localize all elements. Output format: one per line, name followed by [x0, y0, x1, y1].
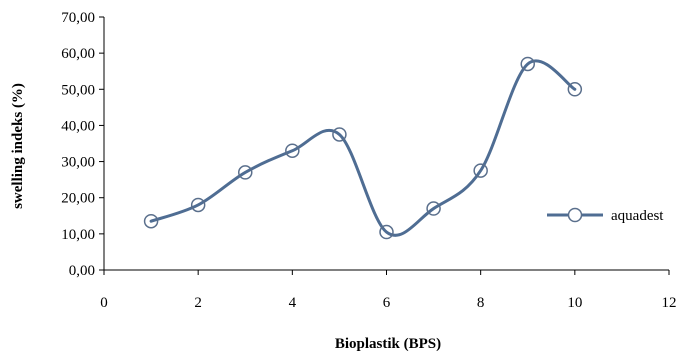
y-tick-label: 0,00 [69, 263, 95, 279]
data-point [332, 127, 347, 142]
data-point [238, 165, 253, 180]
series-line-0 [149, 59, 577, 237]
x-tick-label: 10 [567, 295, 582, 311]
data-point [520, 56, 535, 72]
x-tick-label: 12 [662, 295, 677, 311]
data-point [426, 201, 441, 216]
legend: aquadest [547, 207, 664, 224]
y-tick-label: 20,00 [61, 191, 95, 207]
data-point [285, 143, 300, 158]
y-tick-label: 60,00 [61, 46, 95, 62]
data-point [379, 224, 394, 240]
data-point [190, 197, 206, 213]
x-ticks: 0 2 4 6 8 10 12 [100, 270, 677, 311]
y-tick-label: 50,00 [61, 82, 95, 98]
y-axis-title: swelling indeks (%) [10, 83, 26, 209]
y-tick-label: 10,00 [61, 227, 95, 243]
x-tick-label: 0 [100, 295, 108, 311]
y-tick-label: 70,00 [61, 10, 95, 26]
x-tick-label: 8 [477, 295, 485, 311]
y-tick-label: 30,00 [61, 155, 95, 171]
y-ticks: 0,00 10,00 20,00 30,00 40,00 50,00 60,00 70,00 [61, 10, 104, 279]
x-axis-title: Bioplastik (BPS) [335, 336, 441, 352]
data-point [473, 163, 488, 178]
data-point [143, 213, 159, 229]
legend-marker-icon [567, 207, 583, 223]
x-tick-label: 4 [289, 295, 297, 311]
data-point [567, 82, 583, 97]
y-tick-label: 40,00 [61, 118, 95, 134]
x-tick-label: 2 [194, 295, 202, 311]
legend-label: aquadest [611, 208, 664, 224]
series-group [143, 56, 583, 240]
x-tick-label: 6 [383, 295, 391, 311]
